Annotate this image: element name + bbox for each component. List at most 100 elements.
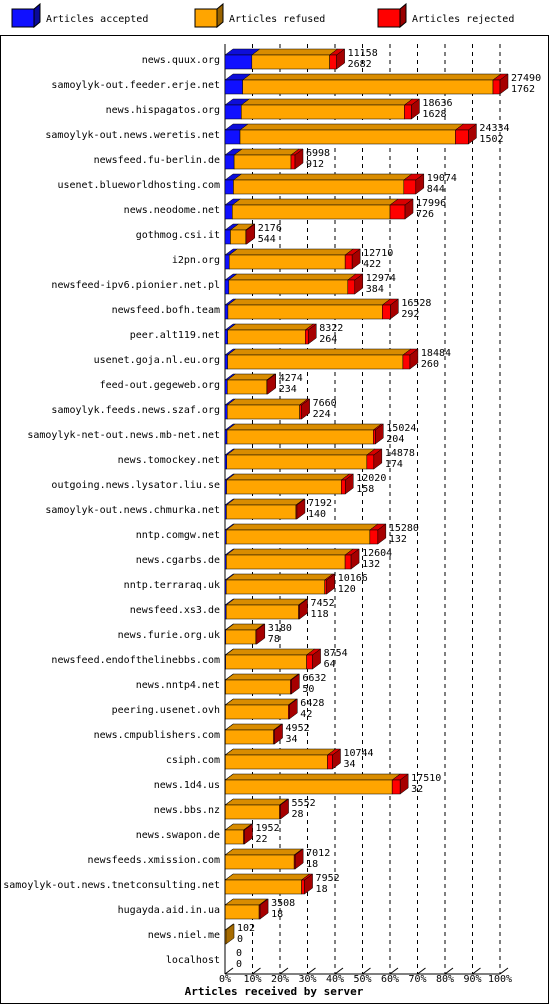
bar-side bbox=[304, 873, 313, 895]
y-tick-label: newsfeed-ipv6.pionier.net.pl bbox=[51, 280, 220, 291]
bar-side bbox=[326, 573, 335, 595]
total-label: 11158 bbox=[348, 48, 378, 59]
total-label: 18484 bbox=[421, 348, 451, 359]
bar bbox=[233, 154, 292, 170]
total-label: 4274 bbox=[279, 373, 303, 384]
total-label: 102 bbox=[237, 923, 255, 934]
accepted-label: 174 bbox=[385, 459, 403, 470]
legend-swatch bbox=[194, 8, 218, 28]
y-tick-label: newsfeed.xs3.de bbox=[130, 605, 220, 616]
total-label: 7452 bbox=[311, 598, 335, 609]
bar bbox=[225, 679, 291, 695]
bar-side bbox=[354, 273, 364, 295]
y-tick-label: samoylyk-out.feeder.erje.net bbox=[51, 80, 220, 91]
bar bbox=[224, 204, 233, 220]
total-label: 7192 bbox=[308, 498, 332, 509]
x-tick-label: 80% bbox=[436, 974, 454, 985]
tick-mark bbox=[279, 967, 289, 975]
y-tick-label: usenet.goja.nl.eu.org bbox=[94, 355, 220, 366]
bar bbox=[226, 404, 300, 420]
y-tick-label: news.furie.org.uk bbox=[118, 630, 220, 641]
legend-label: Articles refused bbox=[229, 14, 325, 25]
y-tick-label: nntp.comgw.net bbox=[136, 530, 220, 541]
bar bbox=[226, 504, 297, 520]
accepted-label: 726 bbox=[416, 209, 434, 220]
legend-swatch-side bbox=[33, 2, 41, 29]
y-tick-label: peer.alt119.net bbox=[130, 330, 220, 341]
x-tick-label: 90% bbox=[463, 974, 481, 985]
accepted-label: 292 bbox=[401, 309, 419, 320]
bar-side bbox=[344, 473, 354, 495]
accepted-label: 32 bbox=[411, 784, 423, 795]
bar-top bbox=[225, 548, 354, 556]
bar-top bbox=[225, 473, 350, 481]
bar bbox=[225, 779, 393, 795]
accepted-label: 28 bbox=[292, 809, 304, 820]
accepted-label: 912 bbox=[306, 159, 324, 170]
y-tick-label: news.niel.me bbox=[148, 930, 220, 941]
total-label: 12974 bbox=[366, 273, 396, 284]
bar bbox=[290, 154, 296, 170]
bar-top bbox=[232, 173, 413, 181]
bar bbox=[225, 629, 257, 645]
y-tick-label: feed-out.gegeweb.org bbox=[100, 380, 220, 391]
x-tick-label: 30% bbox=[298, 974, 316, 985]
bar bbox=[224, 379, 228, 395]
bar-top bbox=[224, 873, 311, 881]
total-label: 10744 bbox=[343, 748, 373, 759]
accepted-label: 2682 bbox=[348, 59, 372, 70]
bar bbox=[224, 454, 227, 470]
total-label: 12710 bbox=[363, 248, 393, 259]
accepted-label: 120 bbox=[338, 584, 356, 595]
bar bbox=[369, 529, 379, 545]
accepted-label: 844 bbox=[427, 184, 445, 195]
bar-top bbox=[225, 498, 305, 506]
y-tick-label: news.cmpublishers.com bbox=[94, 730, 220, 741]
y-tick-label: news.tomockey.net bbox=[118, 455, 220, 466]
legend-label: Articles accepted bbox=[46, 14, 148, 25]
accepted-label: 1502 bbox=[479, 134, 503, 145]
bar-side bbox=[411, 98, 420, 120]
bar-top bbox=[225, 448, 376, 456]
bar-top bbox=[233, 148, 300, 156]
bar-top bbox=[225, 598, 308, 606]
total-label: 1952 bbox=[256, 823, 280, 834]
bar bbox=[225, 704, 289, 720]
bar bbox=[226, 454, 368, 470]
legend-swatch bbox=[377, 8, 401, 28]
y-tick-label: news.cgarbs.de bbox=[136, 555, 220, 566]
bar bbox=[227, 304, 383, 320]
bar-side bbox=[415, 173, 425, 195]
bar bbox=[228, 279, 349, 295]
accepted-label: 22 bbox=[256, 834, 268, 845]
bar bbox=[391, 779, 401, 795]
bar-top bbox=[226, 398, 309, 406]
legend-label: Articles rejected bbox=[412, 14, 514, 25]
bar bbox=[226, 429, 374, 445]
bar bbox=[455, 129, 469, 145]
bar-side bbox=[308, 323, 317, 345]
bar-top bbox=[251, 48, 339, 56]
bar bbox=[224, 54, 253, 70]
bar bbox=[403, 179, 417, 195]
bar-side bbox=[336, 48, 345, 70]
bar-top bbox=[224, 648, 316, 656]
bar-top bbox=[224, 848, 303, 856]
y-tick-label: newsfeed.fu-berlin.de bbox=[94, 155, 220, 166]
bar bbox=[239, 129, 456, 145]
tick-mark bbox=[307, 967, 316, 975]
tick-mark bbox=[334, 967, 344, 975]
y-tick-label: news.1d4.us bbox=[154, 780, 220, 791]
bar-side bbox=[246, 223, 256, 245]
accepted-label: 78 bbox=[268, 634, 280, 645]
total-label: 18636 bbox=[422, 98, 452, 109]
bar-top bbox=[228, 248, 354, 256]
bar bbox=[402, 354, 411, 370]
bar-side bbox=[291, 673, 300, 695]
total-label: 17510 bbox=[411, 773, 441, 784]
bar-side bbox=[274, 723, 283, 745]
bar bbox=[224, 879, 302, 895]
bar bbox=[227, 379, 268, 395]
total-label: 12604 bbox=[362, 548, 392, 559]
bar bbox=[373, 429, 376, 445]
